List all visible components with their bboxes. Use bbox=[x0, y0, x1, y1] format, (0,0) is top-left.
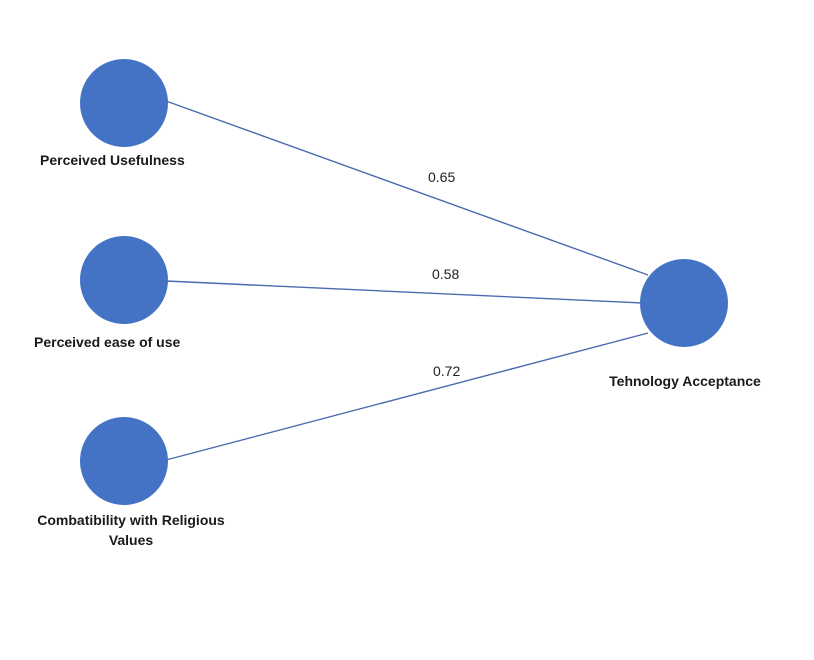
node-technology-acceptance bbox=[640, 259, 728, 347]
weight-usefulness-to-acceptance: 0.65 bbox=[428, 169, 456, 185]
label-religious-values: Combatibility with Religious Values bbox=[0, 510, 262, 550]
label-religious-values-line1: Combatibility with Religious bbox=[37, 512, 225, 528]
edge-religious-to-acceptance bbox=[165, 332, 649, 461]
label-perceived-ease-of-use: Perceived ease of use bbox=[34, 334, 181, 350]
weight-ease-to-acceptance: 0.58 bbox=[432, 266, 460, 282]
node-perceived-ease-of-use bbox=[80, 236, 168, 324]
edge-ease-to-acceptance bbox=[165, 280, 643, 304]
label-technology-acceptance: Tehnology Acceptance bbox=[609, 373, 761, 389]
label-perceived-usefulness: Perceived Usefulness bbox=[40, 152, 185, 168]
label-religious-values-line2: Values bbox=[108, 532, 154, 548]
node-religious-values bbox=[80, 417, 168, 505]
edge-usefulness-to-acceptance bbox=[165, 100, 649, 276]
weight-religious-to-acceptance: 0.72 bbox=[433, 363, 461, 379]
node-perceived-usefulness bbox=[80, 59, 168, 147]
